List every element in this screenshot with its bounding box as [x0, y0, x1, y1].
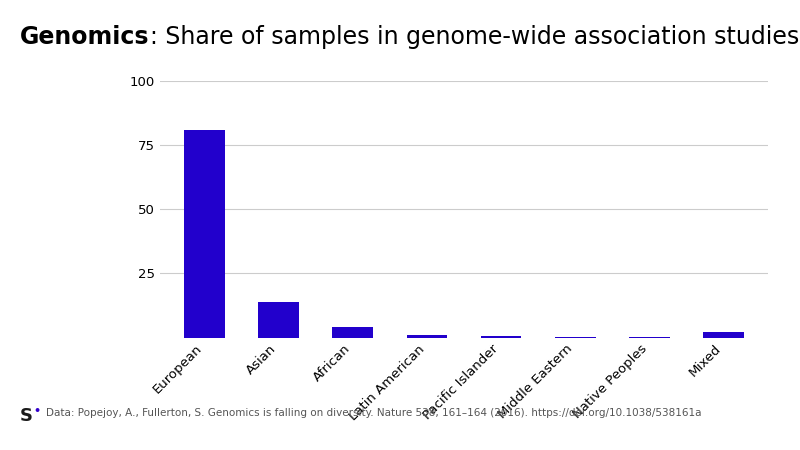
- Bar: [332, 327, 373, 338]
- Bar: [258, 302, 299, 338]
- Bar: [481, 337, 522, 338]
- Text: Genomics: Genomics: [20, 25, 150, 49]
- Text: •: •: [34, 406, 41, 416]
- Bar: [184, 130, 225, 338]
- Text: : Share of samples in genome-wide association studies (GWAS), by ancestry: : Share of samples in genome-wide associ…: [150, 25, 800, 49]
- Bar: [703, 333, 744, 338]
- Bar: [406, 335, 447, 338]
- Bar: [555, 337, 596, 338]
- Text: Data: Popejoy, A., Fullerton, S. Genomics is falling on diversity. Nature 538, 1: Data: Popejoy, A., Fullerton, S. Genomic…: [46, 408, 702, 418]
- Bar: [629, 337, 670, 338]
- Text: S: S: [20, 407, 33, 425]
